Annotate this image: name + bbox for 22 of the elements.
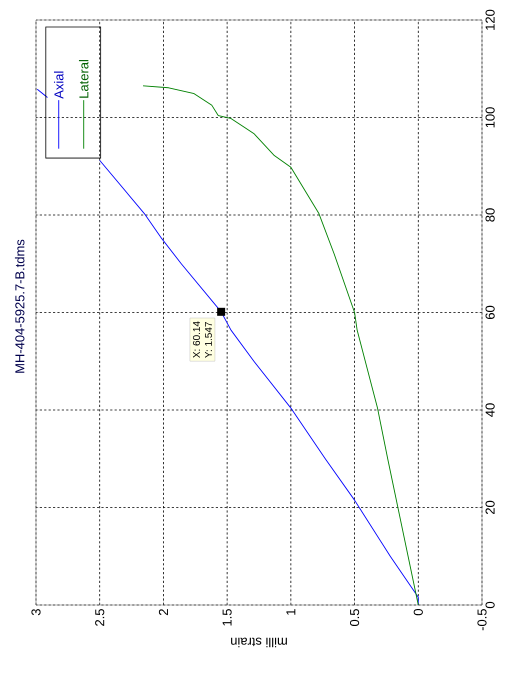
- line-series: [142, 85, 419, 605]
- y-tick-label: 0: [486, 602, 495, 608]
- x-tick-label: 0: [414, 609, 423, 616]
- text: Axial: [54, 72, 64, 99]
- y-tick-label: 100: [486, 107, 495, 128]
- x-tick-label: 0.5: [350, 609, 360, 626]
- y-tick-label: 120: [486, 10, 495, 30]
- y-tick-label: 40: [486, 403, 495, 417]
- text: MH-404-5925.7-B.tdms: [14, 240, 24, 373]
- x-tick-label: -0.5: [477, 609, 487, 630]
- x-tick-label: 1: [286, 609, 296, 615]
- y-tick-label: 20: [486, 500, 495, 514]
- x-tick-label: 2: [158, 609, 168, 616]
- x-axis-title: milli strain: [231, 638, 287, 648]
- text: Lateral: [78, 60, 88, 98]
- annotation: X: 60.14: [192, 321, 200, 358]
- y-tick-label: 80: [486, 208, 495, 222]
- annotation: Y: 1.547: [204, 322, 212, 358]
- y-tick-label: 60: [486, 306, 495, 320]
- x-tick-label: 1.5: [222, 609, 232, 626]
- x-tick-label: 2.5: [95, 609, 104, 626]
- x-tick-label: 3: [31, 609, 41, 616]
